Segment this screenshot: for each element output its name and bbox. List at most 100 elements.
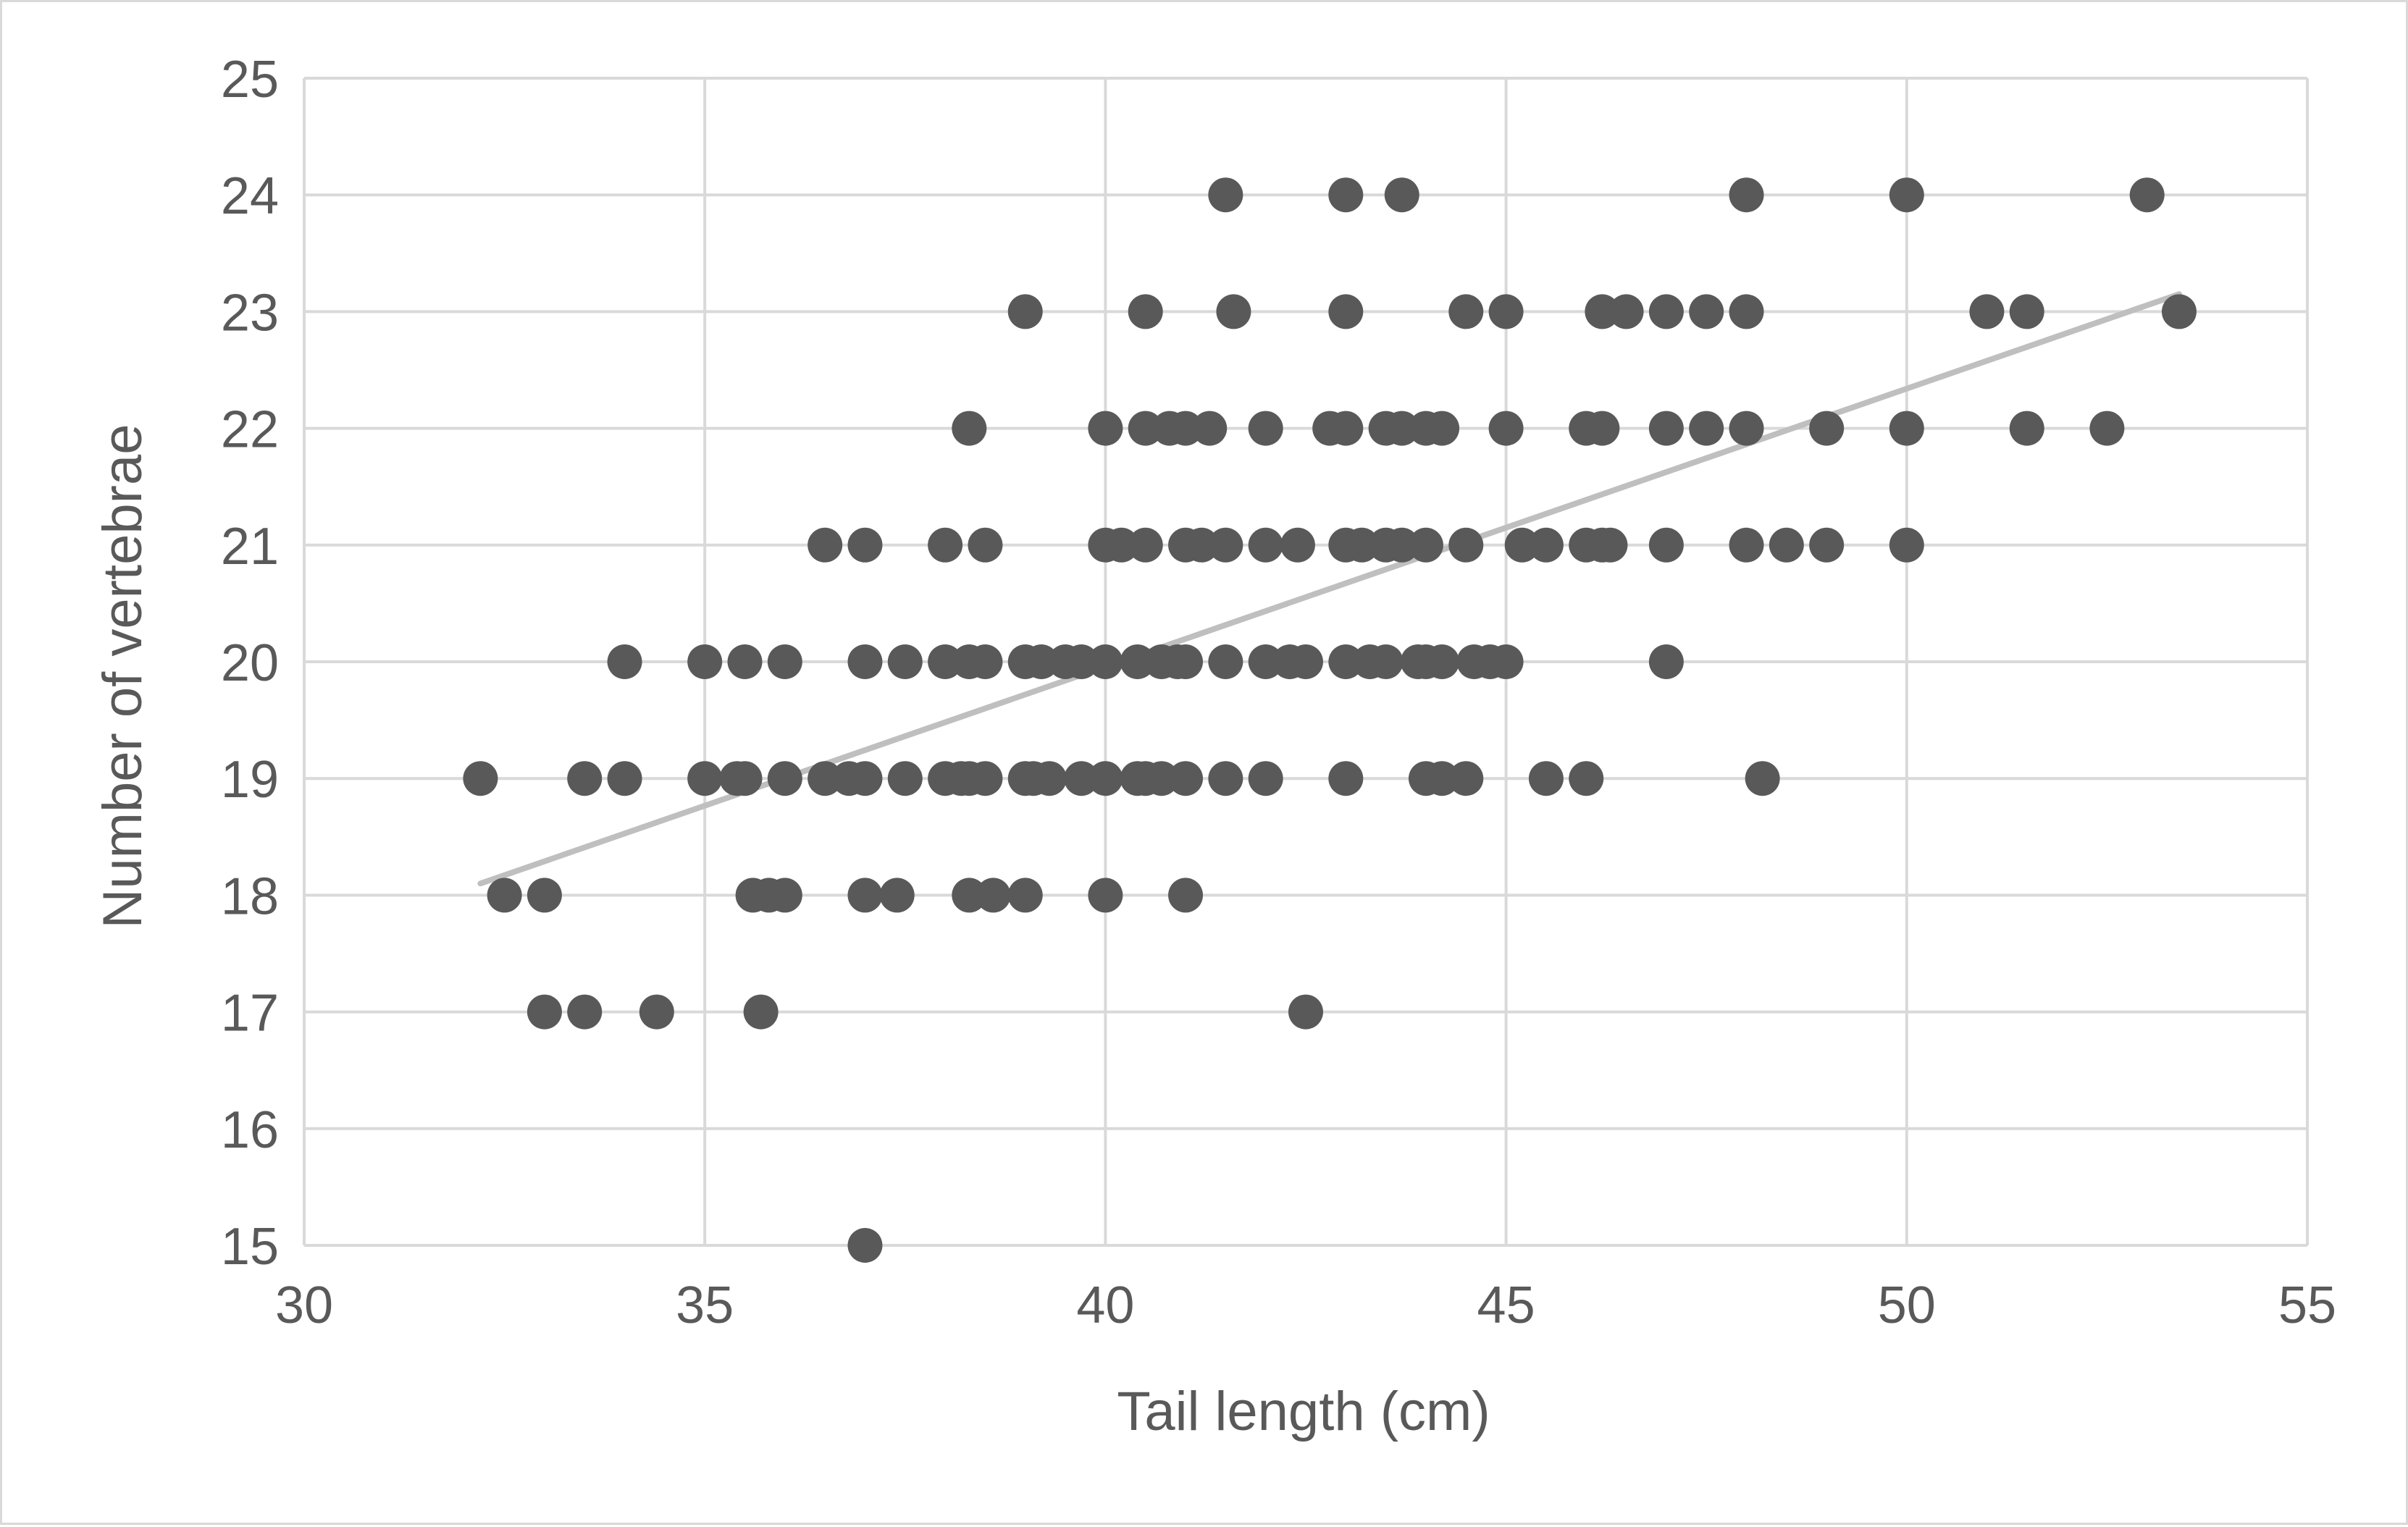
data-point: [1208, 527, 1243, 563]
data-point: [1280, 527, 1315, 563]
data-point: [1192, 411, 1228, 446]
y-tick-label: 17: [221, 985, 279, 1043]
data-point: [1729, 527, 1764, 563]
data-point: [1425, 411, 1460, 446]
data-point: [743, 994, 779, 1030]
data-point: [1088, 761, 1123, 796]
data-point: [1007, 878, 1043, 913]
data-point: [1425, 761, 1460, 796]
data-point: [968, 527, 1003, 563]
data-point: [1328, 411, 1364, 446]
trendline: [477, 291, 2182, 887]
data-point: [527, 878, 562, 913]
data-point: [567, 761, 603, 796]
data-point: [2009, 294, 2044, 329]
data-point: [1488, 294, 1524, 329]
data-point: [567, 994, 603, 1030]
data-point: [1448, 527, 1484, 563]
data-point: [968, 761, 1003, 796]
data-point: [1168, 411, 1204, 446]
data-point: [847, 527, 883, 563]
data-point: [1648, 411, 1684, 446]
data-point: [1384, 527, 1419, 563]
data-point: [1809, 411, 1845, 446]
x-tick-label: 35: [676, 1276, 734, 1334]
data-point: [1528, 761, 1564, 796]
data-point: [1889, 177, 1924, 213]
data-point: [463, 761, 498, 796]
data-point: [1593, 527, 1628, 563]
data-point: [1889, 411, 1924, 446]
data-point: [1569, 761, 1604, 796]
x-tick-label: 50: [1878, 1276, 1936, 1334]
data-point: [767, 878, 802, 913]
y-tick-label: 20: [221, 634, 279, 692]
data-point: [1328, 761, 1364, 796]
data-point: [639, 994, 674, 1030]
data-point: [1208, 644, 1243, 679]
y-tick-label: 23: [221, 284, 279, 342]
data-point: [1128, 527, 1163, 563]
data-point: [1007, 294, 1043, 329]
data-point: [1384, 177, 1419, 213]
data-point: [1216, 294, 1251, 329]
data-point: [2009, 411, 2044, 446]
data-point: [1729, 411, 1764, 446]
data-point: [1488, 644, 1524, 679]
data-point: [1689, 411, 1724, 446]
data-point: [1031, 761, 1067, 796]
data-point: [727, 644, 763, 679]
data-point: [1168, 761, 1204, 796]
x-tick-label: 40: [1076, 1276, 1134, 1334]
data-points: [463, 177, 2197, 1263]
y-tick-label: 22: [221, 401, 279, 459]
data-point: [1809, 527, 1845, 563]
data-point: [2161, 294, 2197, 329]
data-point: [847, 1228, 883, 1263]
y-tick-label: 15: [221, 1218, 279, 1276]
data-point: [1729, 177, 1764, 213]
data-point: [976, 878, 1011, 913]
data-point: [687, 644, 723, 679]
x-tick-label: 45: [1477, 1276, 1535, 1334]
data-point: [1248, 411, 1283, 446]
data-point: [1144, 761, 1179, 796]
data-point: [1585, 294, 1620, 329]
x-tick-label: 55: [2278, 1276, 2336, 1334]
data-point: [1608, 294, 1644, 329]
data-point: [1448, 761, 1484, 796]
data-point: [1384, 411, 1419, 446]
data-point: [879, 878, 915, 913]
data-point: [928, 527, 963, 563]
data-point: [1328, 294, 1364, 329]
y-axis-ticks: 15 16 17 18 19 20 21 22 23 24 25: [221, 51, 279, 1276]
data-point: [2129, 177, 2165, 213]
data-point: [1368, 644, 1404, 679]
data-point: [968, 644, 1003, 679]
y-axis-title: Number of vertebrae: [92, 424, 154, 929]
data-point: [527, 994, 562, 1030]
y-tick-label: 16: [221, 1101, 279, 1159]
data-point: [1689, 294, 1724, 329]
x-axis-title: Tail length (cm): [1117, 1381, 1490, 1442]
data-point: [952, 878, 987, 913]
data-point: [1729, 294, 1764, 329]
y-tick-label: 18: [221, 867, 279, 925]
data-point: [487, 878, 522, 913]
x-axis-ticks: 30 35 40 45 50 55: [275, 1276, 2336, 1334]
data-point: [1328, 177, 1364, 213]
data-point: [1408, 527, 1443, 563]
x-tick-label: 30: [275, 1276, 333, 1334]
data-point: [767, 761, 802, 796]
y-tick-label: 19: [221, 751, 279, 809]
data-point: [1248, 527, 1283, 563]
data-point: [687, 761, 723, 796]
data-point: [887, 644, 923, 679]
data-point: [1648, 294, 1684, 329]
data-point: [1088, 878, 1123, 913]
data-point: [928, 644, 963, 679]
data-point: [1104, 527, 1139, 563]
data-point: [1248, 761, 1283, 796]
data-point: [607, 761, 642, 796]
